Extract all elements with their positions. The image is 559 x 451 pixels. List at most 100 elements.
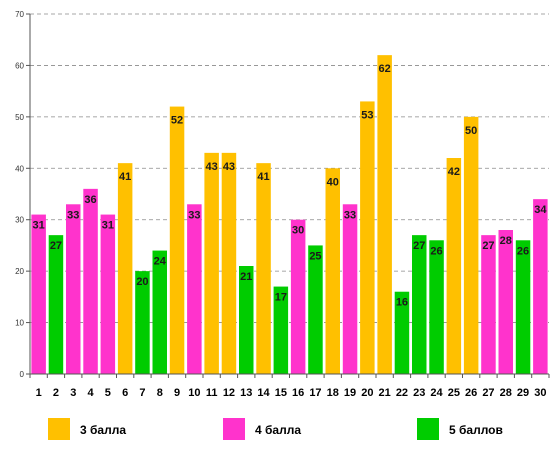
data-label-16: 30 [292, 225, 304, 237]
bar-11 [204, 152, 219, 374]
y-tick-label: 0 [20, 370, 25, 379]
data-label-29: 26 [517, 245, 529, 257]
data-label-25: 42 [448, 166, 460, 178]
x-tick-label-22: 22 [396, 387, 408, 399]
legend-label-2: 4 балла [255, 423, 301, 437]
x-tick-label-27: 27 [482, 387, 494, 399]
bar-9 [169, 106, 185, 375]
bar-29 [515, 240, 531, 374]
legend-swatch-3 [417, 418, 439, 440]
y-tick-label: 40 [15, 164, 24, 173]
x-tick-label-15: 15 [275, 387, 287, 399]
bar-3 [66, 204, 81, 374]
x-tick-label-26: 26 [465, 387, 477, 399]
data-label-17: 25 [309, 250, 321, 262]
data-label-1: 31 [33, 220, 45, 232]
y-tick-label: 70 [15, 10, 24, 19]
data-label-8: 24 [154, 256, 167, 268]
x-tick-label-14: 14 [257, 387, 270, 399]
bar-18 [325, 168, 340, 374]
data-label-20: 53 [361, 109, 373, 121]
data-label-14: 41 [257, 171, 269, 183]
bar-4 [83, 188, 98, 374]
data-label-10: 33 [188, 209, 200, 221]
bar-12 [221, 152, 237, 374]
data-label-19: 33 [344, 209, 356, 221]
data-label-9: 52 [171, 115, 183, 127]
x-tick-label-16: 16 [292, 387, 304, 399]
x-tick-label-13: 13 [240, 387, 252, 399]
x-tick-label-24: 24 [430, 387, 443, 399]
legend-label-1: 3 балла [80, 423, 126, 437]
x-tick-label-30: 30 [534, 387, 546, 399]
bar-25 [446, 158, 462, 374]
data-label-18: 40 [327, 176, 339, 188]
x-tick-label-21: 21 [379, 387, 391, 399]
data-label-28: 28 [500, 235, 512, 247]
bars [31, 55, 548, 375]
x-tick-label-8: 8 [157, 387, 163, 399]
x-tick-label-6: 6 [122, 387, 128, 399]
bar-27 [481, 235, 496, 374]
y-tick-label: 10 [15, 319, 24, 328]
x-tick-label-7: 7 [139, 387, 145, 399]
bar-6 [117, 163, 133, 374]
bar-22 [394, 291, 410, 374]
bar-21 [377, 55, 392, 375]
x-tick-label-20: 20 [361, 387, 373, 399]
x-axis: 1 2 3 4 5 6 7 8 9 10 11 12 13 14 15 16 17 18 19 20 21 22 23 24 2… [29, 373, 550, 399]
data-label-27: 27 [482, 240, 494, 252]
y-tick-label: 50 [15, 113, 24, 122]
bar-26 [463, 116, 479, 374]
data-label-13: 21 [240, 271, 252, 283]
bar-1 [31, 214, 46, 374]
legend-swatch-1 [48, 418, 70, 440]
data-label-4: 36 [84, 194, 96, 206]
x-tick-label-1: 1 [36, 387, 42, 399]
data-label-30: 34 [534, 204, 547, 216]
bar-2 [48, 235, 64, 374]
bar-30 [533, 199, 548, 374]
x-tick-label-28: 28 [500, 387, 512, 399]
x-tick-label-9: 9 [174, 387, 180, 399]
legend: 3 балла 4 балла 5 баллов [48, 418, 503, 440]
data-label-11: 43 [206, 161, 218, 173]
data-label-2: 27 [50, 240, 62, 252]
bar-14 [256, 163, 271, 374]
data-label-22: 16 [396, 297, 408, 309]
x-tick-label-25: 25 [448, 387, 460, 399]
y-axis: 0 10 20 30 40 50 60 70 [15, 10, 31, 379]
bar-17 [308, 245, 323, 374]
bar-19 [342, 204, 358, 374]
x-tick-label-17: 17 [309, 387, 321, 399]
data-labels: 31 27 33 36 31 41 20 24 52 33 43 43 21 41 17 30 25 40 33 53… [33, 63, 548, 309]
y-tick-label: 20 [15, 267, 24, 276]
data-label-6: 41 [119, 171, 131, 183]
x-tick-label-11: 11 [206, 387, 218, 399]
bar-13 [239, 266, 254, 374]
legend-label-3: 5 баллов [449, 423, 503, 437]
bar-8 [152, 250, 167, 374]
bar-28 [498, 230, 513, 374]
data-label-7: 20 [136, 276, 148, 288]
x-tick-label-12: 12 [223, 387, 235, 399]
bar-7 [135, 271, 150, 374]
data-label-24: 26 [430, 245, 442, 257]
x-tick-label-4: 4 [87, 387, 94, 399]
data-label-12: 43 [223, 161, 235, 173]
x-tick-label-5: 5 [105, 387, 111, 399]
data-label-26: 50 [465, 125, 477, 137]
x-tick-label-2: 2 [53, 387, 59, 399]
y-tick-label: 30 [15, 216, 24, 225]
data-label-15: 17 [275, 292, 287, 304]
bar-23 [412, 235, 427, 374]
x-tick-label-18: 18 [327, 387, 339, 399]
bar-24 [429, 240, 444, 374]
bar-5 [100, 214, 116, 374]
gridlines [30, 13, 549, 323]
bar-16 [290, 219, 306, 374]
bar-20 [360, 101, 375, 374]
data-label-5: 31 [102, 220, 114, 232]
bar-15 [273, 286, 289, 374]
